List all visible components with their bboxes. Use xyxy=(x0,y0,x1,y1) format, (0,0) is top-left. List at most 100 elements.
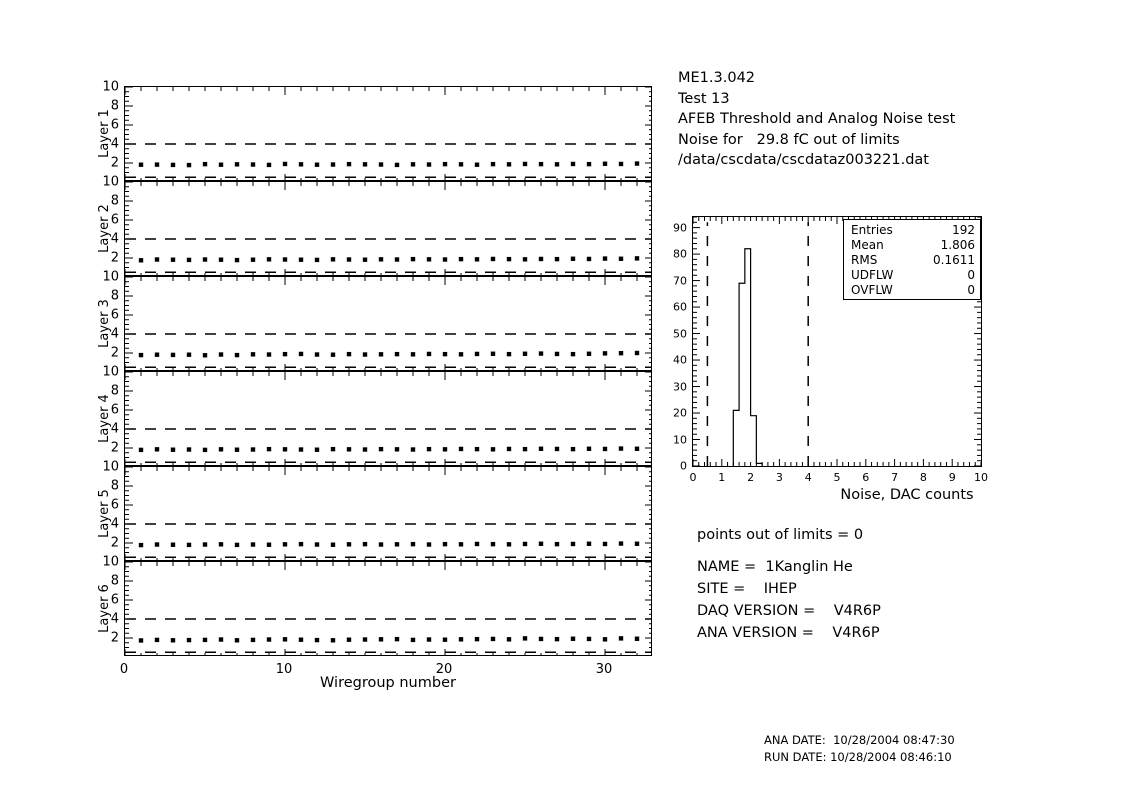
x-tick-label: 30 xyxy=(595,662,613,677)
y-tick-label: 2 xyxy=(110,345,119,361)
stat-row: RMS 0.1611 xyxy=(851,253,975,268)
y-tick-label: 2 xyxy=(110,155,119,171)
stat-row: Entries 192 xyxy=(851,223,975,238)
y-tick-label: 6 xyxy=(110,212,119,228)
y-tick-label: 4 xyxy=(110,231,119,247)
layer-panel: Layer 5 2 4 6 8 10 xyxy=(97,460,652,561)
stat-value: 192 xyxy=(952,223,975,237)
y-tick-label: 4 xyxy=(110,421,119,437)
hist-x-tick-label: 8 xyxy=(919,471,927,484)
hist-x-tick-label: 5 xyxy=(833,471,841,484)
hist-x-tick-label: 4 xyxy=(804,471,812,484)
hist-y-tick-label: 20 xyxy=(673,406,687,420)
layer-panel: Layer 2 2 4 6 8 10 xyxy=(97,175,652,276)
y-tick-label: 6 xyxy=(110,592,119,608)
hist-x-tick-label: 6 xyxy=(862,471,870,484)
hist-x-tick-label: 10 xyxy=(974,471,988,484)
hist-y-tick-label: 60 xyxy=(673,300,687,314)
stat-label: Mean xyxy=(851,238,884,252)
info-spacer xyxy=(697,546,881,556)
y-tick-label: 6 xyxy=(110,402,119,418)
hist-x-tick-label: 0 xyxy=(689,471,697,484)
layer-plot-canvas xyxy=(125,277,651,370)
stat-row: OVFLW 0 xyxy=(851,283,975,298)
header-info-block: ME1.3.042 Test 13 AFEB Threshold and Ana… xyxy=(678,68,955,171)
stat-value: 0.1611 xyxy=(933,253,975,267)
hist-y-tick-label: 10 xyxy=(673,433,687,446)
y-tick-label: 4 xyxy=(110,136,119,152)
layer-plot-canvas xyxy=(125,467,651,560)
hist-y-tick-label: 40 xyxy=(673,353,687,367)
points-out-of-limits: points out of limits = 0 xyxy=(697,527,864,543)
header-test-number: Test 13 xyxy=(678,90,730,107)
site-name: SITE = IHEP xyxy=(697,581,797,597)
y-tick-label: 2 xyxy=(110,250,119,266)
hist-y-tick-label: 70 xyxy=(673,274,687,288)
y-tick-label: 10 xyxy=(102,459,119,475)
histogram-stats-box: Entries 192 Mean 1.806 RMS 0.1611 UDFLW 0 OVFLW 0 xyxy=(843,219,981,300)
stat-value: 0 xyxy=(967,283,975,297)
wiregroup-axis-title: Wiregroup number xyxy=(320,675,456,691)
hist-x-tick-label: 7 xyxy=(891,471,899,484)
noise-histogram-frame: 0 10 20 30 40 50 60 70 80 90 0 1 2 3 4 5 6 7 8 9 10 xyxy=(673,216,988,484)
y-tick-label: 10 xyxy=(102,554,119,570)
layer-panel: Layer 6 2 4 6 8 10 xyxy=(97,555,652,656)
hist-y-tick-label: 30 xyxy=(673,380,687,394)
stat-label: RMS xyxy=(851,253,878,267)
layer-plot-canvas xyxy=(125,87,651,180)
header-noise-line: Noise for 29.8 fC out of limits xyxy=(678,131,900,148)
daq-version: DAQ VERSION = V4R6P xyxy=(697,603,881,619)
header-test-name: AFEB Threshold and Analog Noise test xyxy=(678,111,956,127)
layer-panel: Layer 4 2 4 6 8 10 xyxy=(97,365,652,466)
hist-y-tick-label: 0 xyxy=(680,459,687,473)
layer-plot-canvas xyxy=(125,372,651,465)
header-file-path: /data/cscdata/cscdataz003221.dat xyxy=(678,152,929,168)
hist-y-tick-label: 90 xyxy=(673,221,687,235)
operator-name: NAME = 1Kanglin He xyxy=(697,559,853,575)
y-tick-label: 2 xyxy=(110,630,119,646)
y-tick-label: 6 xyxy=(110,307,119,323)
header-chamber-id: ME1.3.042 xyxy=(678,70,756,86)
stat-label: OVFLW xyxy=(851,283,893,297)
y-tick-label: 4 xyxy=(110,326,119,342)
layer-panel: Layer 1 2 4 6 8 10 xyxy=(97,80,652,181)
hist-x-tick-label: 1 xyxy=(718,471,726,484)
y-tick-label: 6 xyxy=(110,117,119,133)
stat-row: Mean 1.806 xyxy=(851,238,975,253)
x-tick-label: 0 xyxy=(119,662,129,677)
y-tick-label: 8 xyxy=(110,573,119,589)
layer-plot-canvas xyxy=(125,182,651,275)
y-tick-label: 8 xyxy=(110,478,119,494)
x-tick-label: 20 xyxy=(435,662,453,677)
timestamp-block: ANA DATE: 10/28/2004 08:47:30 RUN DATE: … xyxy=(764,732,955,766)
y-tick-label: 10 xyxy=(102,79,119,95)
layer-panel: Layer 3 2 4 6 8 10 xyxy=(97,270,652,371)
y-tick-label: 8 xyxy=(110,383,119,399)
stat-row: UDFLW 0 xyxy=(851,268,975,283)
y-tick-label: 6 xyxy=(110,497,119,513)
hist-x-tick-label: 9 xyxy=(948,471,956,484)
hist-y-tick-label: 50 xyxy=(673,327,687,341)
stat-value: 1.806 xyxy=(940,238,975,252)
stat-label: Entries xyxy=(851,223,893,237)
hist-x-tick-label: 3 xyxy=(775,471,783,484)
layer-plots-container: Layer 1 2 4 6 8 10 Layer 2 2 4 6 8 10 Layer 3 2 4 6 8 10 L… xyxy=(97,80,652,677)
run-date: RUN DATE: 10/28/2004 08:46:10 xyxy=(764,750,952,764)
stat-value: 0 xyxy=(967,268,975,282)
histogram-canvas xyxy=(693,217,981,466)
y-tick-label: 10 xyxy=(102,364,119,380)
x-tick-label: 10 xyxy=(275,662,293,677)
y-tick-label: 2 xyxy=(110,440,119,456)
y-tick-label: 4 xyxy=(110,516,119,532)
stat-label: UDFLW xyxy=(851,268,894,282)
y-tick-label: 10 xyxy=(102,174,119,190)
y-tick-label: 8 xyxy=(110,193,119,209)
ana-version: ANA VERSION = V4R6P xyxy=(697,625,880,641)
y-tick-label: 2 xyxy=(110,535,119,551)
hist-y-tick-label: 80 xyxy=(673,247,687,261)
y-tick-label: 4 xyxy=(110,611,119,627)
y-tick-label: 8 xyxy=(110,288,119,304)
run-info-block: points out of limits = 0 NAME = 1Kanglin… xyxy=(697,524,881,644)
hist-x-tick-label: 2 xyxy=(747,471,755,484)
layer-plot-canvas xyxy=(125,562,651,655)
